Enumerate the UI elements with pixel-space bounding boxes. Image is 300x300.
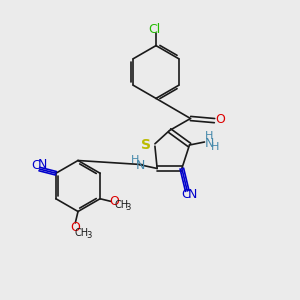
Text: C: C [182,188,190,201]
Text: N: N [135,159,145,172]
Text: N: N [205,137,214,150]
Text: O: O [215,113,225,126]
Text: N: N [38,158,47,171]
Text: CH: CH [114,200,128,210]
Text: H: H [211,142,219,152]
Text: Cl: Cl [148,22,160,36]
Text: 3: 3 [86,231,92,240]
Text: N: N [188,188,197,201]
Text: S: S [141,138,151,152]
Text: 3: 3 [126,203,131,212]
Text: H: H [205,131,213,141]
Text: H: H [130,155,139,165]
Text: O: O [109,195,119,208]
Text: CH: CH [75,228,89,238]
Text: O: O [70,220,80,234]
Text: C: C [32,159,40,172]
